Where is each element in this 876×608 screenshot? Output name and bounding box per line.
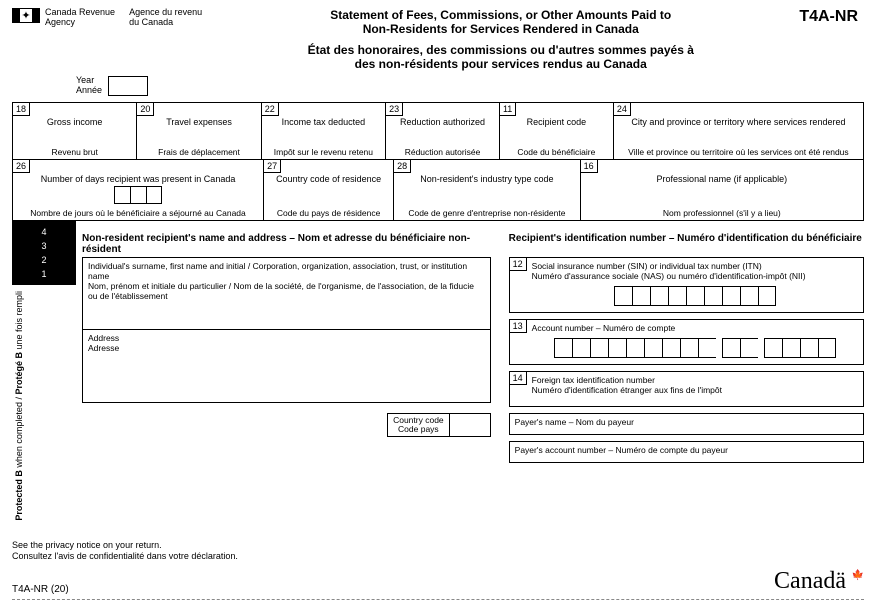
sin-digits[interactable] [532,286,858,306]
box-20-fr: Frais de déplacement [141,147,256,157]
box-27[interactable]: 27 Country code of residence Code du pay… [263,159,393,221]
name-instr-fr: Nom, prénom et initiale du particulier /… [88,281,485,301]
box-28-en: Non-resident's industry type code [398,174,576,184]
side-bold-1: Protected B [14,470,24,521]
box-24-fr: Ville et province ou territoire où les s… [618,147,859,157]
payer-account-box[interactable]: Payer's account number – Numéro de compt… [509,441,864,463]
box-23-en: Reduction authorized [390,117,495,127]
box-20[interactable]: 20 Travel expenses Frais de déplacement [136,102,260,160]
agency-block: ✦ Canada Revenue Agency Agence du revenu… [12,8,202,28]
box-12-en: Social insurance number (SIN) or individ… [532,261,858,271]
address-label-fr: Adresse [88,343,485,353]
box-11-num: 11 [499,102,516,116]
copy-2: 2 [41,255,46,265]
agency-en-2: Agency [45,18,115,28]
box-18-en: Gross income [17,117,132,127]
box-11-fr: Code du bénéficiaire [504,147,609,157]
box-11[interactable]: 11 Recipient code Code du bénéficiaire [499,102,613,160]
box-18[interactable]: 18 Gross income Revenu brut [12,102,136,160]
side-tab: Protected B when completed / Protégé B u… [12,221,76,527]
country-code-box[interactable]: Country code Code pays [387,413,491,438]
title-en-1: Statement of Fees, Commissions, or Other… [330,8,671,22]
box-24[interactable]: 24 City and province or territory where … [613,102,863,160]
canada-flag-icon: ✦ [12,8,40,23]
payer-name-label: Payer's name – Nom du payeur [515,417,634,427]
title-en-2: Non-Residents for Services Rendered in C… [363,22,639,36]
box-20-en: Travel expenses [141,117,256,127]
box-24-num: 24 [613,102,631,116]
box-26-digits[interactable] [17,186,259,204]
id-section-heading: Recipient's identification number – Numé… [509,233,864,255]
box-22-fr: Impôt sur le revenu retenu [266,147,381,157]
box-16[interactable]: 16 Professional name (if applicable) Nom… [580,159,863,221]
name-section-heading: Non-resident recipient's name and addres… [82,233,491,255]
box-16-num: 16 [580,159,598,173]
wordmark-flag-icon: 🍁 [852,570,864,581]
privacy-fr: Consultez l'avis de confidentialité dans… [12,551,864,562]
copy-numbers: 4 3 2 1 [12,221,76,285]
side-plain-2: une fois rempli [14,291,24,352]
box-27-en: Country code of residence [268,174,389,184]
amount-row-2: 26 Number of days recipient was present … [12,159,864,221]
box-22[interactable]: 22 Income tax deducted Impôt sur le reve… [261,102,385,160]
recipient-name-address-box[interactable]: Individual's surname, first name and ini… [82,257,491,403]
copy-3: 3 [41,241,46,251]
box-18-num: 18 [12,102,30,116]
box-27-fr: Code du pays de résidence [268,208,389,218]
box-26[interactable]: 26 Number of days recipient was present … [12,159,263,221]
agency-fr-2: du Canada [129,18,202,28]
year-label-fr: Année [76,86,102,96]
name-instr-en: Individual's surname, first name and ini… [88,261,485,281]
box-12[interactable]: 12 Social insurance number (SIN) or indi… [509,257,864,313]
payer-name-box[interactable]: Payer's name – Nom du payeur [509,413,864,435]
year-input[interactable] [108,76,148,96]
payer-account-label: Payer's account number – Numéro de compt… [515,445,728,455]
tear-line [12,599,864,600]
address-label-en: Address [88,333,485,343]
box-26-fr: Nombre de jours où le bénéficiaire a séj… [17,208,259,218]
side-plain-1: when completed / [14,394,24,470]
box-14-fr: Numéro d'identification étranger aux fin… [532,385,858,395]
box-14-num: 14 [509,371,527,385]
box-23-fr: Réduction autorisée [390,147,495,157]
box-24-en: City and province or territory where ser… [618,117,859,127]
wordmark-text: Canadä [774,568,846,594]
form-code: T4A-NR [799,8,864,26]
form-header: ✦ Canada Revenue Agency Agence du revenu… [12,8,864,72]
title-fr-2: des non-résidents pour services rendus a… [355,57,647,71]
copy-4: 4 [41,227,46,237]
year-field: Year Année [76,76,864,96]
box-13-lbl: Account number – Numéro de compte [532,323,858,333]
box-16-fr: Nom professionnel (s'il y a lieu) [585,208,859,218]
box-18-fr: Revenu brut [17,147,132,157]
box-28-num: 28 [393,159,411,173]
copy-1: 1 [41,269,46,279]
box-12-fr: Numéro d'assurance sociale (NAS) ou numé… [532,271,858,281]
box-16-en: Professional name (if applicable) [585,174,859,184]
account-digits[interactable] [532,338,858,358]
canada-wordmark: Canadä 🍁 [774,568,864,595]
box-26-en: Number of days recipient was present in … [17,174,259,184]
box-20-num: 20 [136,102,154,116]
side-bold-2: Protégé B [14,352,24,395]
box-22-num: 22 [261,102,279,116]
title-fr-1: État des honoraires, des commissions ou … [308,43,694,57]
box-28[interactable]: 28 Non-resident's industry type code Cod… [393,159,580,221]
box-23-num: 23 [385,102,403,116]
box-13-num: 13 [509,319,527,333]
box-14[interactable]: 14 Foreign tax identification number Num… [509,371,864,406]
cc-label-fr: Code pays [393,425,444,434]
box-22-en: Income tax deducted [266,117,381,127]
box-12-num: 12 [509,257,527,271]
box-28-fr: Code de genre d'entreprise non-résidente [398,208,576,218]
form-revision: T4A-NR (20) [12,584,69,595]
box-26-num: 26 [12,159,30,173]
box-27-num: 27 [263,159,281,173]
box-14-en: Foreign tax identification number [532,375,858,385]
privacy-en: See the privacy notice on your return. [12,540,864,551]
box-13[interactable]: 13 Account number – Numéro de compte [509,319,864,365]
box-23[interactable]: 23 Reduction authorized Réduction autori… [385,102,499,160]
box-11-en: Recipient code [504,117,609,127]
amount-row-1: 18 Gross income Revenu brut 20 Travel ex… [12,102,864,160]
